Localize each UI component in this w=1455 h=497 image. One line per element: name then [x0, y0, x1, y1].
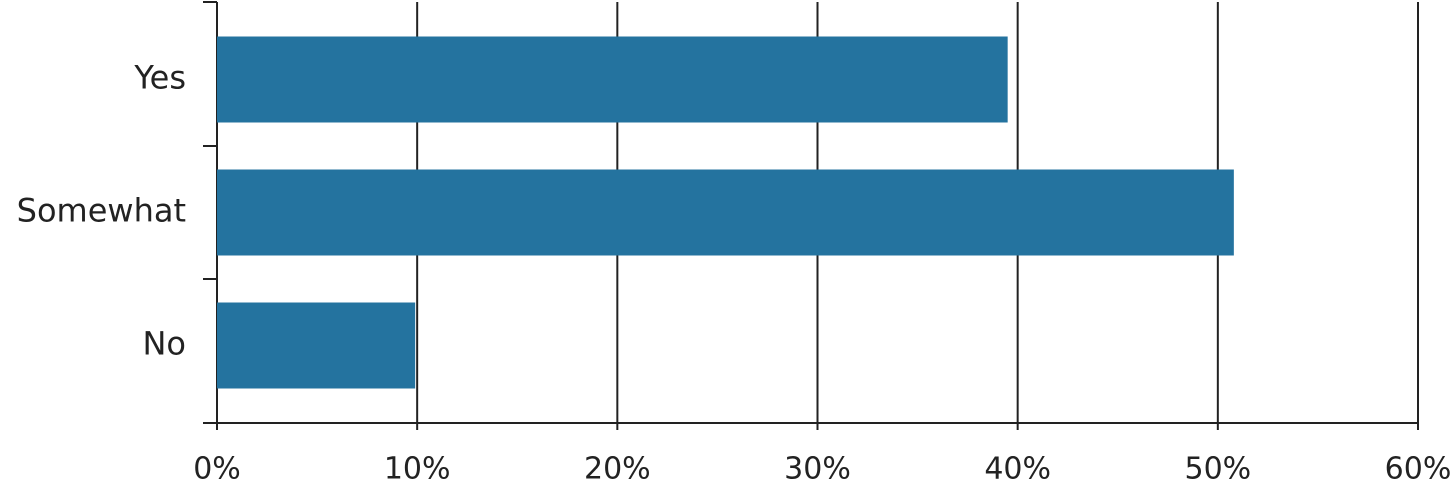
bar [217, 302, 416, 389]
x-tick-label: 40% [984, 452, 1051, 487]
x-tick-label: 20% [584, 452, 651, 487]
x-tick-label: 50% [1184, 452, 1251, 487]
bar [217, 169, 1234, 256]
x-tick-label: 30% [784, 452, 851, 487]
x-tick-label: 10% [384, 452, 451, 487]
y-tick-label: Yes [133, 59, 186, 97]
y-tick-label: No [142, 325, 186, 363]
x-tick-label: 60% [1385, 452, 1452, 487]
bar [217, 36, 1008, 123]
y-tick-label: Somewhat [17, 192, 186, 230]
x-tick-label: 0% [193, 452, 241, 487]
